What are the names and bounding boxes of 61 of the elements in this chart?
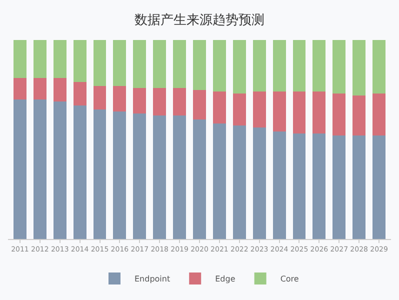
bar: [252, 92, 266, 128]
bar: [193, 90, 206, 120]
bar: [292, 92, 306, 134]
bar: [93, 110, 106, 239]
bar: [113, 86, 126, 112]
legend-label: Core: [280, 274, 299, 284]
bar: [133, 114, 146, 239]
bar: [73, 82, 86, 106]
bar: [73, 106, 86, 239]
bar: [352, 96, 366, 136]
bar: [252, 40, 266, 92]
bar: [212, 92, 226, 124]
bar: [33, 40, 46, 78]
bar: [312, 40, 326, 92]
bar: [93, 86, 106, 110]
bar: [272, 40, 286, 92]
bar: [33, 100, 46, 239]
bar: [73, 40, 86, 82]
bar: [133, 88, 146, 114]
bar: [312, 92, 326, 134]
bar: [352, 40, 366, 96]
bar: [232, 40, 246, 94]
bar: [133, 40, 146, 88]
bar: [173, 88, 186, 116]
bar: [53, 78, 66, 102]
bar: [232, 126, 246, 239]
bar: [13, 78, 26, 100]
bar: [173, 116, 186, 239]
bar: [212, 124, 226, 239]
bar: [372, 40, 386, 94]
bar: [372, 94, 386, 136]
bar: [292, 40, 306, 92]
bar: [53, 102, 66, 239]
bar: [113, 40, 126, 86]
bar: [232, 94, 246, 126]
legend-label: Edge: [215, 274, 236, 284]
bar: [212, 40, 226, 92]
bar: [33, 78, 46, 100]
bar: [332, 94, 346, 136]
bar: [292, 134, 306, 239]
bar: [93, 40, 106, 86]
bar: [193, 120, 206, 239]
bar: [252, 128, 266, 239]
bar: [372, 136, 386, 239]
bar: [153, 116, 166, 239]
bar: [113, 112, 126, 239]
bar: [153, 40, 166, 88]
bar: [332, 40, 346, 94]
bar: [193, 40, 206, 90]
bar: [13, 40, 26, 78]
bar: [153, 88, 166, 116]
bar: [173, 40, 186, 88]
chart-title: 数据产生来源趋势预测: [134, 13, 264, 28]
bar: [332, 136, 346, 239]
bar: [312, 134, 326, 239]
bar: [13, 100, 26, 239]
bar: [272, 132, 286, 239]
bar: [272, 92, 286, 132]
bar: [352, 136, 366, 239]
bar: [53, 40, 66, 78]
legend-label: Endpoint: [134, 274, 170, 284]
